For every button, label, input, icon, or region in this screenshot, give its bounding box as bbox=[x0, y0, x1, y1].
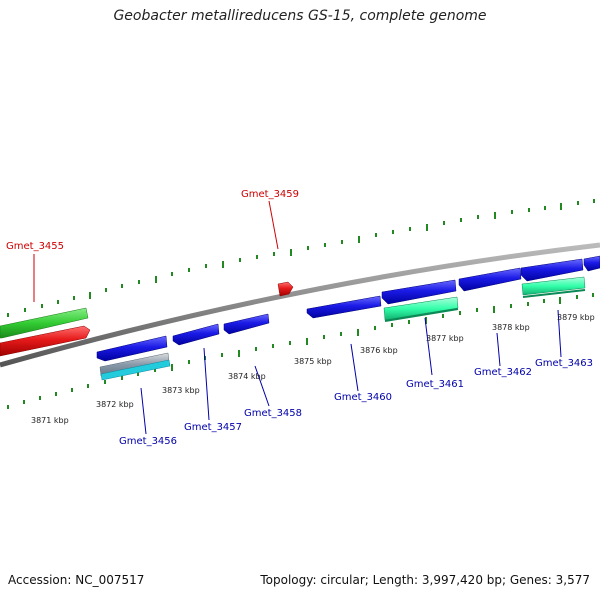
gene-label-gmet-3463[interactable]: Gmet_3463 bbox=[535, 358, 593, 369]
gmet-3457-gene-arrow[interactable] bbox=[172, 323, 220, 346]
gmet-3455-green-feature[interactable] bbox=[0, 307, 89, 339]
gene-label-gmet-3458[interactable]: Gmet_3458 bbox=[244, 408, 302, 419]
gene-label-gmet-3456[interactable]: Gmet_3456 bbox=[119, 436, 177, 447]
gene-label-gmet-3462[interactable]: Gmet_3462 bbox=[474, 367, 532, 378]
genome-stats-text: Topology: circular; Length: 3,997,420 bp… bbox=[260, 573, 590, 587]
scale-label-3873: 3873 kbp bbox=[162, 386, 200, 395]
gmet-3463-aqua-underline bbox=[522, 289, 586, 298]
scale-label-3872: 3872 kbp bbox=[96, 400, 134, 409]
gene-label-gmet-3455[interactable]: Gmet_3455 bbox=[6, 241, 64, 252]
scale-label-3871: 3871 kbp bbox=[31, 416, 69, 425]
next-gene-arrow[interactable] bbox=[583, 255, 600, 272]
lower-tick-row bbox=[7, 293, 594, 409]
gene-label-gmet-3459[interactable]: Gmet_3459 bbox=[241, 189, 299, 200]
leader-lines bbox=[33, 200, 562, 435]
scale-label-3878: 3878 kbp bbox=[492, 323, 530, 332]
gene-label-gmet-3457[interactable]: Gmet_3457 bbox=[184, 422, 242, 433]
accession-text: Accession: NC_007517 bbox=[8, 573, 145, 587]
gmet-3461-aqua-underline bbox=[384, 308, 459, 322]
gmet-3461-gene-arrow[interactable] bbox=[381, 279, 457, 305]
gmet-3459-gene-arrow[interactable] bbox=[277, 281, 294, 297]
scale-label-3875: 3875 kbp bbox=[294, 357, 332, 366]
map-title: Geobacter metallireducens GS-15, complet… bbox=[113, 8, 487, 24]
gene-label-gmet-3460[interactable]: Gmet_3460 bbox=[334, 392, 392, 403]
gmet-3458-gene-arrow[interactable] bbox=[223, 313, 270, 335]
genome-backbone bbox=[0, 242, 600, 368]
gene-labels: Gmet_3455 Gmet_3459 Gmet_3456 Gmet_3457 … bbox=[6, 189, 593, 447]
scale-label-3877: 3877 kbp bbox=[426, 334, 464, 343]
gmet-3462-gene-arrow[interactable] bbox=[458, 267, 522, 292]
scale-label-3874: 3874 kbp bbox=[228, 372, 266, 381]
gmet-3456-gene-arrow[interactable] bbox=[96, 335, 168, 362]
gmet-3463-aqua-feature[interactable] bbox=[521, 276, 586, 296]
scale-label-3879: 3879 kbp bbox=[557, 313, 595, 322]
gmet-3455-gene-arrow[interactable] bbox=[0, 325, 91, 357]
gene-label-gmet-3461[interactable]: Gmet_3461 bbox=[406, 379, 464, 390]
upper-tick-row bbox=[7, 199, 595, 317]
gmet-3456-cyan-feature[interactable] bbox=[100, 359, 171, 381]
gmet-3463-gene-arrow[interactable] bbox=[520, 258, 584, 282]
scale-labels: 3871 kbp 3872 kbp 3873 kbp 3874 kbp 3875… bbox=[31, 313, 595, 425]
gmet-3461-aqua-feature[interactable] bbox=[383, 296, 459, 321]
gmet-3460-gene-arrow[interactable] bbox=[306, 295, 382, 319]
scale-label-3876: 3876 kbp bbox=[360, 346, 398, 355]
